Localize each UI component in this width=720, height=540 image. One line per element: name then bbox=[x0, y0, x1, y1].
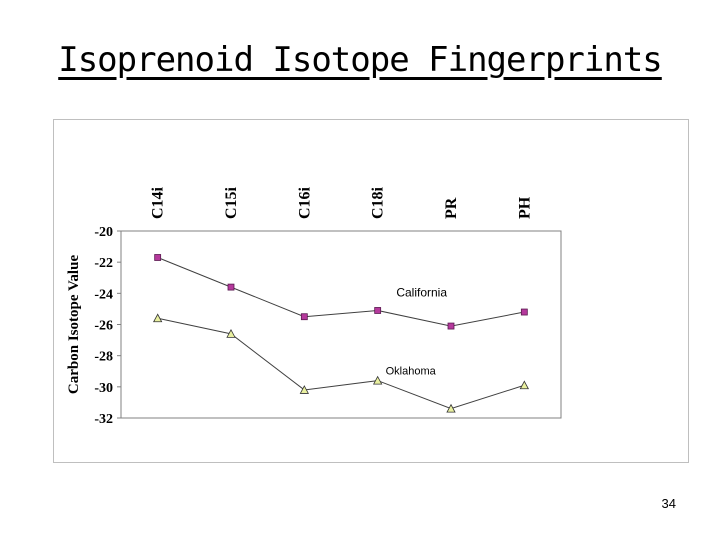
x-category-label: PH bbox=[516, 196, 533, 219]
y-tick-label: -22 bbox=[94, 256, 113, 271]
chart-frame: -20 -22 -24 -26 -28 -30 -32 Carbon Isotope Valu… bbox=[53, 119, 689, 463]
x-category-label: C18i bbox=[370, 186, 387, 219]
data-point bbox=[372, 375, 383, 385]
series-line-california bbox=[157, 257, 525, 327]
plot-area bbox=[120, 230, 562, 419]
data-point bbox=[227, 283, 235, 291]
data-point bbox=[154, 254, 162, 261]
y-tick-label: -20 bbox=[94, 225, 113, 240]
series-label-oklahoma: Oklahoma bbox=[386, 365, 437, 377]
x-category-label: C16i bbox=[296, 186, 313, 219]
data-point bbox=[446, 403, 456, 413]
slide-title: Isoprenoid Isotope Fingerprints bbox=[58, 40, 663, 80]
x-category-label: C15i bbox=[223, 186, 240, 219]
data-point bbox=[447, 322, 455, 330]
series-label-california: California bbox=[396, 285, 447, 299]
y-tick-label: -28 bbox=[94, 350, 113, 365]
data-point bbox=[300, 313, 308, 321]
series-line-oklahoma bbox=[157, 317, 525, 410]
line-chart: -20 -22 -24 -26 -28 -30 -32 Carbon Isotope Valu… bbox=[66, 186, 562, 427]
page-number: 34 bbox=[661, 496, 676, 511]
y-tick-label: -32 bbox=[94, 412, 113, 427]
y-tick-label: -26 bbox=[94, 319, 113, 334]
data-point bbox=[152, 313, 163, 323]
data-point bbox=[374, 307, 382, 314]
y-tick-label: -30 bbox=[94, 381, 113, 396]
x-category-label: C14i bbox=[150, 186, 167, 219]
data-point bbox=[520, 308, 528, 316]
x-category-label: PR bbox=[443, 197, 460, 219]
y-tick-label: -24 bbox=[94, 287, 113, 302]
data-point bbox=[299, 385, 309, 394]
data-point bbox=[519, 380, 530, 390]
y-axis-title: Carbon Isotope Value bbox=[66, 255, 82, 395]
data-point bbox=[226, 329, 236, 338]
